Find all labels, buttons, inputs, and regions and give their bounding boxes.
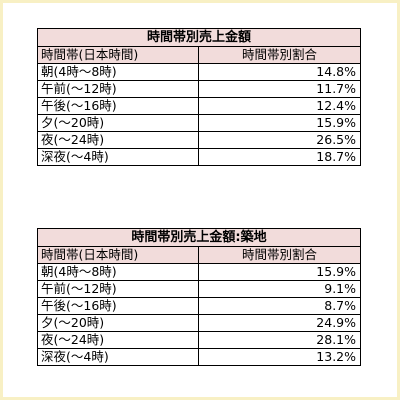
row-value: 9.1% <box>197 280 362 298</box>
table-row: 深夜(～4時) 13.2% <box>37 348 362 366</box>
column-header-timeslot: 時間帯(日本時間) <box>37 246 199 264</box>
row-label: 午後(～16時) <box>37 97 199 115</box>
table-row: 夕(～20時) 15.9% <box>37 114 362 132</box>
table-header-row: 時間帯(日本時間) 時間帯別割合 <box>37 246 362 264</box>
table-row: 深夜(～4時) 18.7% <box>37 148 362 166</box>
table-title: 時間帯別売上金額 <box>36 28 362 47</box>
column-header-timeslot: 時間帯(日本時間) <box>37 46 199 64</box>
row-value: 26.5% <box>197 131 362 149</box>
row-value: 24.9% <box>197 314 362 332</box>
table-row: 午前(～12時) 11.7% <box>37 80 362 98</box>
row-label: 午後(～16時) <box>37 297 199 315</box>
row-value: 18.7% <box>197 148 362 166</box>
row-value: 14.8% <box>197 63 362 81</box>
row-label: 夕(～20時) <box>37 114 199 132</box>
table-row: 午後(～16時) 8.7% <box>37 297 362 315</box>
table-row: 朝(4時～8時) 15.9% <box>37 263 362 281</box>
table-title: 時間帯別売上金額:築地 <box>36 228 362 247</box>
row-label: 夜(～24時) <box>37 131 199 149</box>
row-value: 8.7% <box>197 297 362 315</box>
row-value: 15.9% <box>197 263 362 281</box>
table-row: 夜(～24時) 28.1% <box>37 331 362 349</box>
row-value: 28.1% <box>197 331 362 349</box>
table-row: 午前(～12時) 9.1% <box>37 280 362 298</box>
row-label: 深夜(～4時) <box>37 348 199 366</box>
table-row: 夕(～20時) 24.9% <box>37 314 362 332</box>
row-label: 朝(4時～8時) <box>37 63 199 81</box>
table-header-row: 時間帯(日本時間) 時間帯別割合 <box>37 46 362 64</box>
tsukiji-sales-by-timeslot-table: 時間帯別売上金額:築地 時間帯(日本時間) 時間帯別割合 朝(4時～8時) 15… <box>36 228 362 366</box>
sales-by-timeslot-table: 時間帯別売上金額 時間帯(日本時間) 時間帯別割合 朝(4時～8時) 14.8%… <box>36 28 362 166</box>
row-value: 13.2% <box>197 348 362 366</box>
row-label: 午前(～12時) <box>37 280 199 298</box>
row-label: 夕(～20時) <box>37 314 199 332</box>
table-row: 午後(～16時) 12.4% <box>37 97 362 115</box>
table-row: 夜(～24時) 26.5% <box>37 131 362 149</box>
row-label: 午前(～12時) <box>37 80 199 98</box>
row-value: 12.4% <box>197 97 362 115</box>
row-label: 朝(4時～8時) <box>37 263 199 281</box>
row-value: 15.9% <box>197 114 362 132</box>
row-label: 深夜(～4時) <box>37 148 199 166</box>
column-header-share: 時間帯別割合 <box>197 246 362 264</box>
row-label: 夜(～24時) <box>37 331 199 349</box>
column-header-share: 時間帯別割合 <box>197 46 362 64</box>
table-row: 朝(4時～8時) 14.8% <box>37 63 362 81</box>
row-value: 11.7% <box>197 80 362 98</box>
